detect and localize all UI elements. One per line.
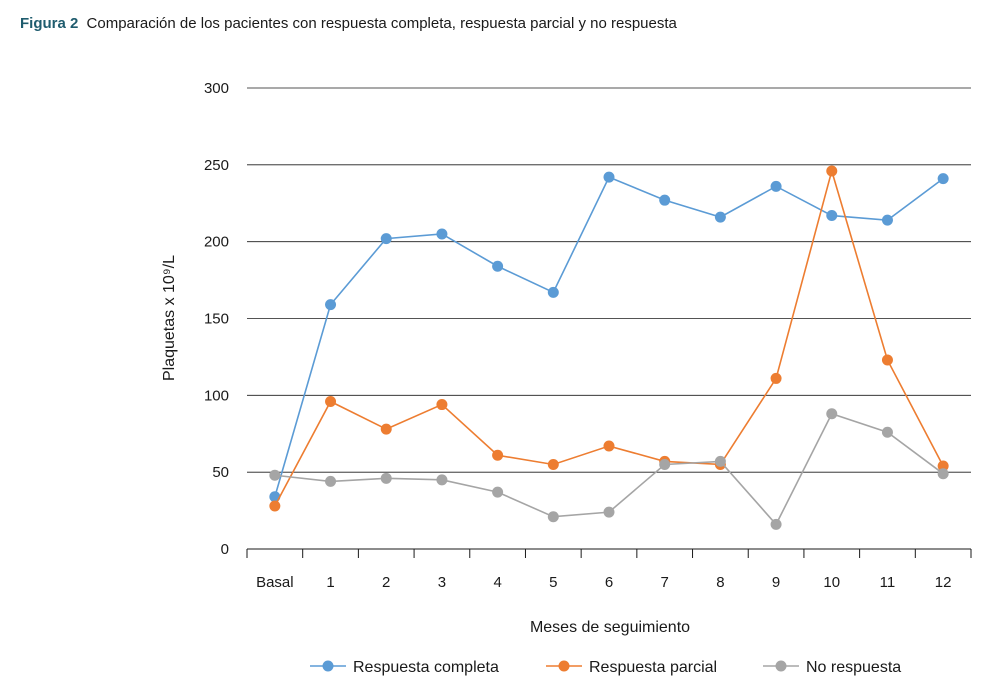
y-tick-label: 250 <box>204 157 229 174</box>
x-tick-label: 11 <box>880 574 896 591</box>
series-line <box>274 168 944 507</box>
data-point <box>492 260 504 272</box>
x-tick-label: Basal <box>256 574 294 591</box>
y-tick-label: 0 <box>221 541 229 558</box>
legend-label: No respuesta <box>806 659 901 676</box>
data-point <box>659 458 671 470</box>
data-point <box>770 518 782 530</box>
x-axis-ticks: Basal 1 2 3 4 5 6 7 8 9 10 11 12 <box>256 574 951 591</box>
series-1 <box>269 171 949 503</box>
data-point <box>937 173 949 185</box>
gridlines <box>247 87 971 473</box>
figure-label: Figura 2 <box>20 15 79 32</box>
data-point <box>881 214 893 226</box>
data-point <box>603 506 615 518</box>
x-tick-label: 1 <box>326 574 334 591</box>
y-tick-label: 200 <box>204 234 229 251</box>
series-lines <box>269 165 949 530</box>
y-axis-label: Plaquetas x 10⁹/L <box>161 255 178 381</box>
data-point <box>770 180 782 192</box>
y-axis-ticks: 0 50 100 150 200 250 300 <box>204 80 229 558</box>
data-point <box>826 210 838 222</box>
data-point <box>269 500 281 512</box>
legend-swatch-marker <box>322 660 334 672</box>
data-point <box>881 354 893 366</box>
legend-label: Respuesta completa <box>353 659 499 676</box>
data-point <box>325 299 337 311</box>
data-point <box>659 194 671 206</box>
data-point <box>603 171 615 183</box>
data-point <box>380 233 392 245</box>
legend-item: No respuesta <box>763 659 901 676</box>
x-tick-label: 5 <box>549 574 557 591</box>
data-point <box>380 423 392 435</box>
y-tick-label: 150 <box>204 311 229 328</box>
data-point <box>492 486 504 498</box>
data-point <box>547 458 559 470</box>
data-point <box>325 395 337 407</box>
data-point <box>325 475 337 487</box>
legend-swatch-marker <box>775 660 787 672</box>
data-point <box>436 399 448 411</box>
series-3 <box>269 408 949 530</box>
data-point <box>881 426 893 438</box>
data-point <box>714 211 726 223</box>
x-tick-label: 10 <box>823 574 840 591</box>
data-point <box>937 460 949 472</box>
legend: Respuesta completa Respuesta parcial No re… <box>310 659 901 676</box>
legend-item: Respuesta completa <box>310 659 499 676</box>
x-tick-label: 6 <box>605 574 613 591</box>
data-point <box>770 372 782 384</box>
data-point <box>492 449 504 461</box>
x-tick-label: 9 <box>772 574 780 591</box>
data-point <box>547 511 559 523</box>
x-axis <box>246 548 972 558</box>
data-point <box>826 165 838 177</box>
data-point <box>436 474 448 486</box>
x-axis-label: Meses de seguimiento <box>530 619 690 636</box>
figure-caption-text: Comparación de los pacientes con respues… <box>86 15 677 32</box>
data-point <box>714 455 726 467</box>
y-tick-label: 50 <box>212 464 229 481</box>
data-point <box>547 286 559 298</box>
data-point <box>603 440 615 452</box>
x-tick-label: 8 <box>716 574 724 591</box>
data-point <box>436 228 448 240</box>
x-tick-label: 7 <box>661 574 669 591</box>
x-tick-label: 12 <box>935 574 952 591</box>
x-tick-label: 3 <box>438 574 446 591</box>
data-point <box>937 468 949 480</box>
legend-item: Respuesta parcial <box>546 659 717 676</box>
figure-caption: Figura 2 Comparación de los pacientes co… <box>20 15 677 32</box>
data-point <box>380 472 392 484</box>
x-tick-label: 2 <box>382 574 390 591</box>
legend-label: Respuesta parcial <box>589 659 717 676</box>
legend-swatch-marker <box>558 660 570 672</box>
x-tick-label: 4 <box>493 574 501 591</box>
y-tick-label: 300 <box>204 80 229 97</box>
data-point <box>826 408 838 420</box>
data-point <box>269 469 281 481</box>
y-tick-label: 100 <box>204 387 229 404</box>
